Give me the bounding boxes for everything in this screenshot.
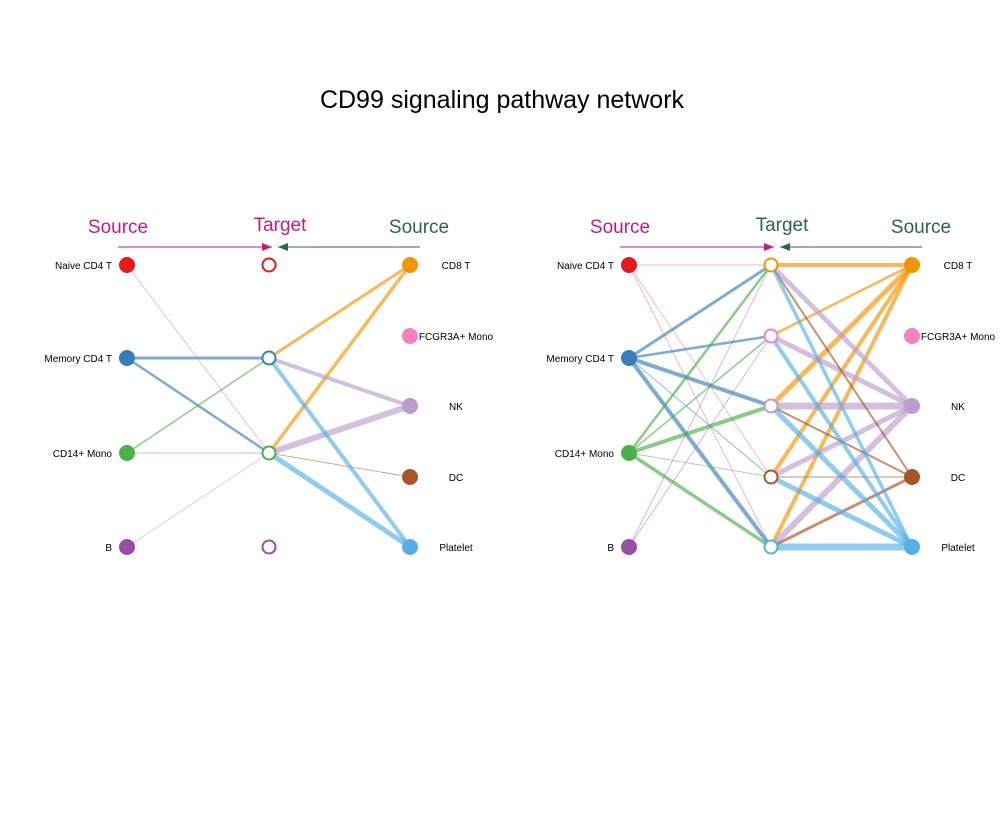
- network-panel-1: Source Target Source Naive CD4 T Memory CD4 …: [44, 215, 494, 555]
- label-source-naive-cd4-t: Naive CD4 T: [557, 261, 614, 272]
- node-source-right-fcgr3a-mono: [402, 328, 418, 344]
- label-source-cd14-mono: CD14+ Mono: [555, 449, 615, 460]
- node-source-cd14-mono: [621, 445, 637, 461]
- edge-b-to-cd14-mono: [126, 452, 270, 548]
- edge-nk-to-memory-cd4-t: [267, 356, 412, 408]
- node-source-cd14-mono: [119, 445, 135, 461]
- node-target-b: [261, 539, 277, 555]
- edge-cd14-mono-to-dc: [628, 452, 772, 478]
- target-header: Target: [254, 215, 308, 236]
- edge-dc-to-cd8-t: [770, 264, 913, 478]
- node-source-right-platelet: [904, 539, 920, 555]
- label-source-right-dc: DC: [951, 473, 965, 484]
- label-source-memory-cd4-t: Memory CD4 T: [546, 354, 614, 365]
- edge-cd8-t-to-fcgr3a-mono: [769, 263, 914, 338]
- label-source-right-platelet: Platelet: [941, 543, 975, 554]
- node-source-memory-cd4-t: [119, 350, 135, 366]
- arrowhead-left: [262, 243, 272, 251]
- edge-platelet-to-memory-cd4-t: [267, 356, 412, 549]
- edges: [125, 263, 413, 550]
- edge-cd14-mono-to-memory-cd4-t: [126, 357, 270, 454]
- edge-dc-to-cd14-mono: [268, 452, 411, 478]
- node-source-memory-cd4-t: [621, 350, 637, 366]
- edge-platelet-to-fcgr3a-mono: [769, 334, 914, 549]
- label-source-right-cd8-t: CD8 T: [442, 261, 471, 272]
- label-source-cd14-mono: CD14+ Mono: [53, 449, 113, 460]
- edge-cd8-t-to-cd14-mono: [267, 263, 412, 455]
- source-left-header: Source: [88, 217, 148, 238]
- edge-memory-cd4-t-to-nk: [627, 356, 773, 408]
- edge-cd14-mono-to-cd8-t: [627, 263, 773, 455]
- edge-naive-cd4-t-to-dc: [628, 264, 772, 478]
- node-source-right-cd8-t: [402, 257, 418, 273]
- source-right-header: Source: [389, 217, 449, 238]
- node-source-right-nk: [904, 398, 920, 414]
- arrowhead-left: [764, 243, 774, 251]
- label-source-b: B: [607, 543, 614, 554]
- edge-platelet-to-dc: [768, 474, 915, 550]
- arrowhead-right: [278, 243, 288, 251]
- node-source-right-nk: [402, 398, 418, 414]
- edge-cd14-mono-to-nk: [627, 404, 773, 455]
- label-source-right-fcgr3a-mono: FCGR3A+ Mono: [921, 332, 996, 343]
- node-target-naive-cd4-t: [261, 257, 277, 273]
- node-target-dc: [763, 469, 779, 485]
- node-target-cd14-mono: [261, 445, 277, 461]
- label-source-b: B: [105, 543, 112, 554]
- edge-cd14-mono-to-platelet: [627, 451, 773, 549]
- node-source-right-platelet: [402, 539, 418, 555]
- source-right-header: Source: [891, 217, 951, 238]
- network-panel-2: Source Target Source Naive CD4 T Memory CD4 …: [546, 215, 996, 555]
- edge-platelet-to-cd14-mono: [266, 450, 413, 550]
- node-source-naive-cd4-t: [621, 257, 637, 273]
- node-target-platelet: [763, 539, 779, 555]
- edge-b-to-fcgr3a-mono: [628, 335, 772, 548]
- source-left-header: Source: [590, 217, 650, 238]
- node-source-b: [621, 539, 637, 555]
- label-source-naive-cd4-t: Naive CD4 T: [55, 261, 112, 272]
- node-target-cd8-t: [763, 257, 779, 273]
- label-source-right-cd8-t: CD8 T: [944, 261, 973, 272]
- diagram-title: CD99 signaling pathway network: [319, 86, 685, 114]
- label-source-right-platelet: Platelet: [439, 543, 473, 554]
- arrowhead-right: [780, 243, 790, 251]
- label-source-right-fcgr3a-mono: FCGR3A+ Mono: [419, 332, 494, 343]
- node-source-b: [119, 539, 135, 555]
- label-source-right-nk: NK: [449, 402, 463, 413]
- node-source-right-fcgr3a-mono: [904, 328, 920, 344]
- edge-cd8-t-to-memory-cd4-t: [267, 263, 412, 360]
- edge-nk-to-cd8-t: [768, 262, 915, 409]
- edge-memory-cd4-t-to-fcgr3a-mono: [627, 334, 773, 360]
- node-source-naive-cd4-t: [119, 257, 135, 273]
- edge-nk-to-cd14-mono: [266, 403, 413, 456]
- label-source-right-dc: DC: [449, 473, 463, 484]
- node-source-right-cd8-t: [904, 257, 920, 273]
- edge-memory-cd4-t-to-platelet: [627, 356, 773, 549]
- label-source-right-nk: NK: [951, 402, 965, 413]
- edge-b-to-cd8-t: [628, 264, 772, 548]
- edge-platelet-to-cd8-t: [769, 263, 914, 549]
- label-source-memory-cd4-t: Memory CD4 T: [44, 354, 112, 365]
- edge-memory-cd4-t-to-dc: [628, 357, 772, 478]
- edge-memory-cd4-t-to-cd8-t: [627, 263, 773, 360]
- target-header: Target: [756, 215, 810, 236]
- edge-platelet-to-nk: [768, 403, 915, 550]
- node-source-right-dc: [904, 469, 920, 485]
- node-target-nk: [763, 398, 779, 414]
- node-target-fcgr3a-mono: [763, 328, 779, 344]
- node-target-memory-cd4-t: [261, 350, 277, 366]
- node-source-right-dc: [402, 469, 418, 485]
- edges: [627, 262, 916, 551]
- edge-cd14-mono-to-fcgr3a-mono: [628, 335, 772, 454]
